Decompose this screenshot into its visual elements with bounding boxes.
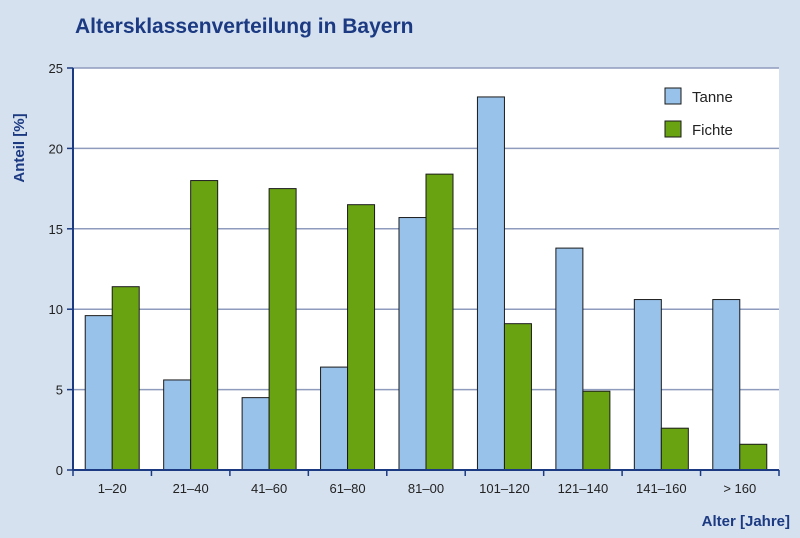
bar-tanne	[398, 217, 427, 471]
bar-fichte	[739, 443, 768, 471]
y-tick-label: 25	[49, 61, 63, 76]
x-tick-label: 21–40	[173, 481, 209, 496]
y-tick-label: 10	[49, 302, 63, 317]
x-tick-label: 141–160	[636, 481, 687, 496]
y-axis-label: Anteil [%]	[11, 113, 28, 182]
x-tick-label: > 160	[723, 481, 756, 496]
y-tick-labels: 0 5 10 15 20 25	[49, 61, 73, 478]
bar-fichte	[582, 390, 611, 471]
legend-label-fichte: Fichte	[692, 122, 733, 139]
x-axis-label: Alter [Jahre]	[702, 513, 790, 530]
legend-swatch-tanne	[664, 87, 682, 105]
y-tick-label: 15	[49, 222, 63, 237]
x-tick-label: 61–80	[329, 481, 365, 496]
x-tick-label: 101–120	[479, 481, 530, 496]
axes	[72, 68, 779, 471]
legend-label-tanne: Tanne	[692, 89, 733, 106]
y-tick-label: 20	[49, 141, 63, 156]
bar-tanne	[320, 366, 349, 471]
chart-title: Altersklassenverteilung in Bayern	[75, 15, 413, 38]
x-tick-label: 81–00	[408, 481, 444, 496]
bar-fichte	[111, 286, 140, 471]
bar-fichte	[503, 323, 532, 471]
bars	[84, 96, 768, 471]
x-tick-label: 41–60	[251, 481, 287, 496]
bar-tanne	[241, 397, 270, 471]
bar-fichte	[425, 173, 454, 471]
bar-fichte	[660, 427, 689, 471]
x-tick-label: 1–20	[98, 481, 127, 496]
x-tick-labels: 1–20 21–40 41–60 61–80 81–00 101–120 121–140 14…	[72, 470, 780, 496]
bar-fichte	[347, 204, 376, 471]
legend: Tanne Fichte	[664, 87, 733, 139]
y-tick-label: 0	[56, 463, 63, 478]
y-tick-label: 5	[56, 383, 63, 398]
bar-tanne	[555, 247, 584, 471]
x-tick-label: 121–140	[558, 481, 609, 496]
bar-fichte	[190, 180, 219, 471]
legend-swatch-fichte	[664, 120, 682, 138]
bar-tanne	[163, 379, 192, 471]
bar-tanne	[84, 315, 113, 471]
bar-fichte	[268, 188, 297, 471]
bar-tanne	[476, 96, 505, 471]
bar-tanne	[712, 299, 741, 471]
bar-tanne	[633, 299, 662, 471]
